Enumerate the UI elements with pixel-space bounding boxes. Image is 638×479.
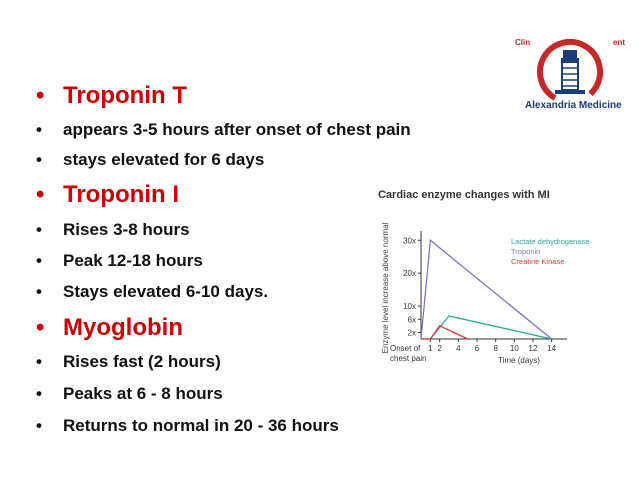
bullet-icon: • (36, 220, 42, 239)
x-tick-label: 2 (437, 344, 442, 353)
lighthouse-logo-icon (537, 39, 603, 105)
y-tick-label: 6x (408, 315, 416, 324)
x-axis-label: Time (days) (498, 356, 540, 365)
series-line-1 (420, 239, 553, 340)
bullet-text: Troponin T (63, 82, 187, 109)
x-tick-label: 8 (493, 344, 498, 353)
bullet-icon: • (36, 181, 45, 208)
bullet-text: stays elevated for 6 days (63, 150, 265, 169)
chart-svg: Cardiac enzyme changes with MI Enzyme lev… (378, 189, 589, 365)
bullet-text: appears 3-5 hours after onset of chest p… (63, 120, 411, 139)
bullet-icon: • (36, 352, 42, 371)
x-tick-label: 4 (456, 344, 461, 353)
bullet-text: Rises 3-8 hours (63, 220, 190, 239)
bullet-text: Peaks at 6 - 8 hours (63, 384, 223, 403)
logo-name: Alexandria Medicine (525, 100, 622, 111)
bullet-icon: • (36, 314, 45, 341)
logo-text-left: Clin (515, 38, 531, 47)
legend-entry-0: Lactate dehydrogenase (511, 237, 589, 246)
x-origin-label-line1: Onset of (390, 344, 421, 353)
bullet-icon: • (36, 384, 42, 403)
logo-text-right: ent (613, 38, 625, 47)
bullet-text: Stays elevated 6-10 days. (63, 282, 269, 301)
bullet-text: Rises fast (2 hours) (63, 352, 221, 371)
bullet-text: Returns to normal in 20 - 36 hours (63, 416, 339, 435)
y-tick-label: 2x (408, 328, 416, 337)
x-origin-label-line2: chest pain (390, 354, 426, 363)
y-axis-label: Enzyme level increase above normal (381, 222, 390, 353)
y-tick-label: 10x (403, 302, 416, 311)
legend-entry-1: Troponin (511, 247, 540, 256)
series-line-2 (421, 325, 468, 340)
bullet-text: Myoglobin (63, 314, 183, 341)
bullet-icon: • (36, 120, 42, 139)
x-tick-label: 6 (475, 344, 480, 353)
series-line-0 (421, 315, 552, 340)
bullet-icon: • (36, 251, 42, 270)
x-tick-label: 10 (510, 344, 519, 353)
y-tick-label: 20x (403, 269, 416, 278)
x-tick-label: 12 (529, 344, 538, 353)
bullet-icon: • (36, 82, 45, 109)
cardiac-enzyme-chart: Cardiac enzyme changes with MI Enzyme lev… (366, 182, 638, 382)
alexandria-medicine-logo: Clin ent Alexandria Medicine (505, 30, 635, 120)
bullet-text: Troponin I (63, 181, 179, 208)
bullet-icon: • (36, 416, 42, 435)
chart-title: Cardiac enzyme changes with MI (378, 189, 550, 201)
bullet-text: Peak 12-18 hours (63, 251, 203, 270)
bullet-icon: • (36, 150, 42, 169)
bullet-icon: • (36, 282, 42, 301)
x-tick-label: 14 (547, 344, 556, 353)
y-tick-label: 30x (403, 236, 416, 245)
legend-entry-2: Creatine Kinase (511, 257, 564, 266)
x-tick-label: 1 (428, 344, 433, 353)
